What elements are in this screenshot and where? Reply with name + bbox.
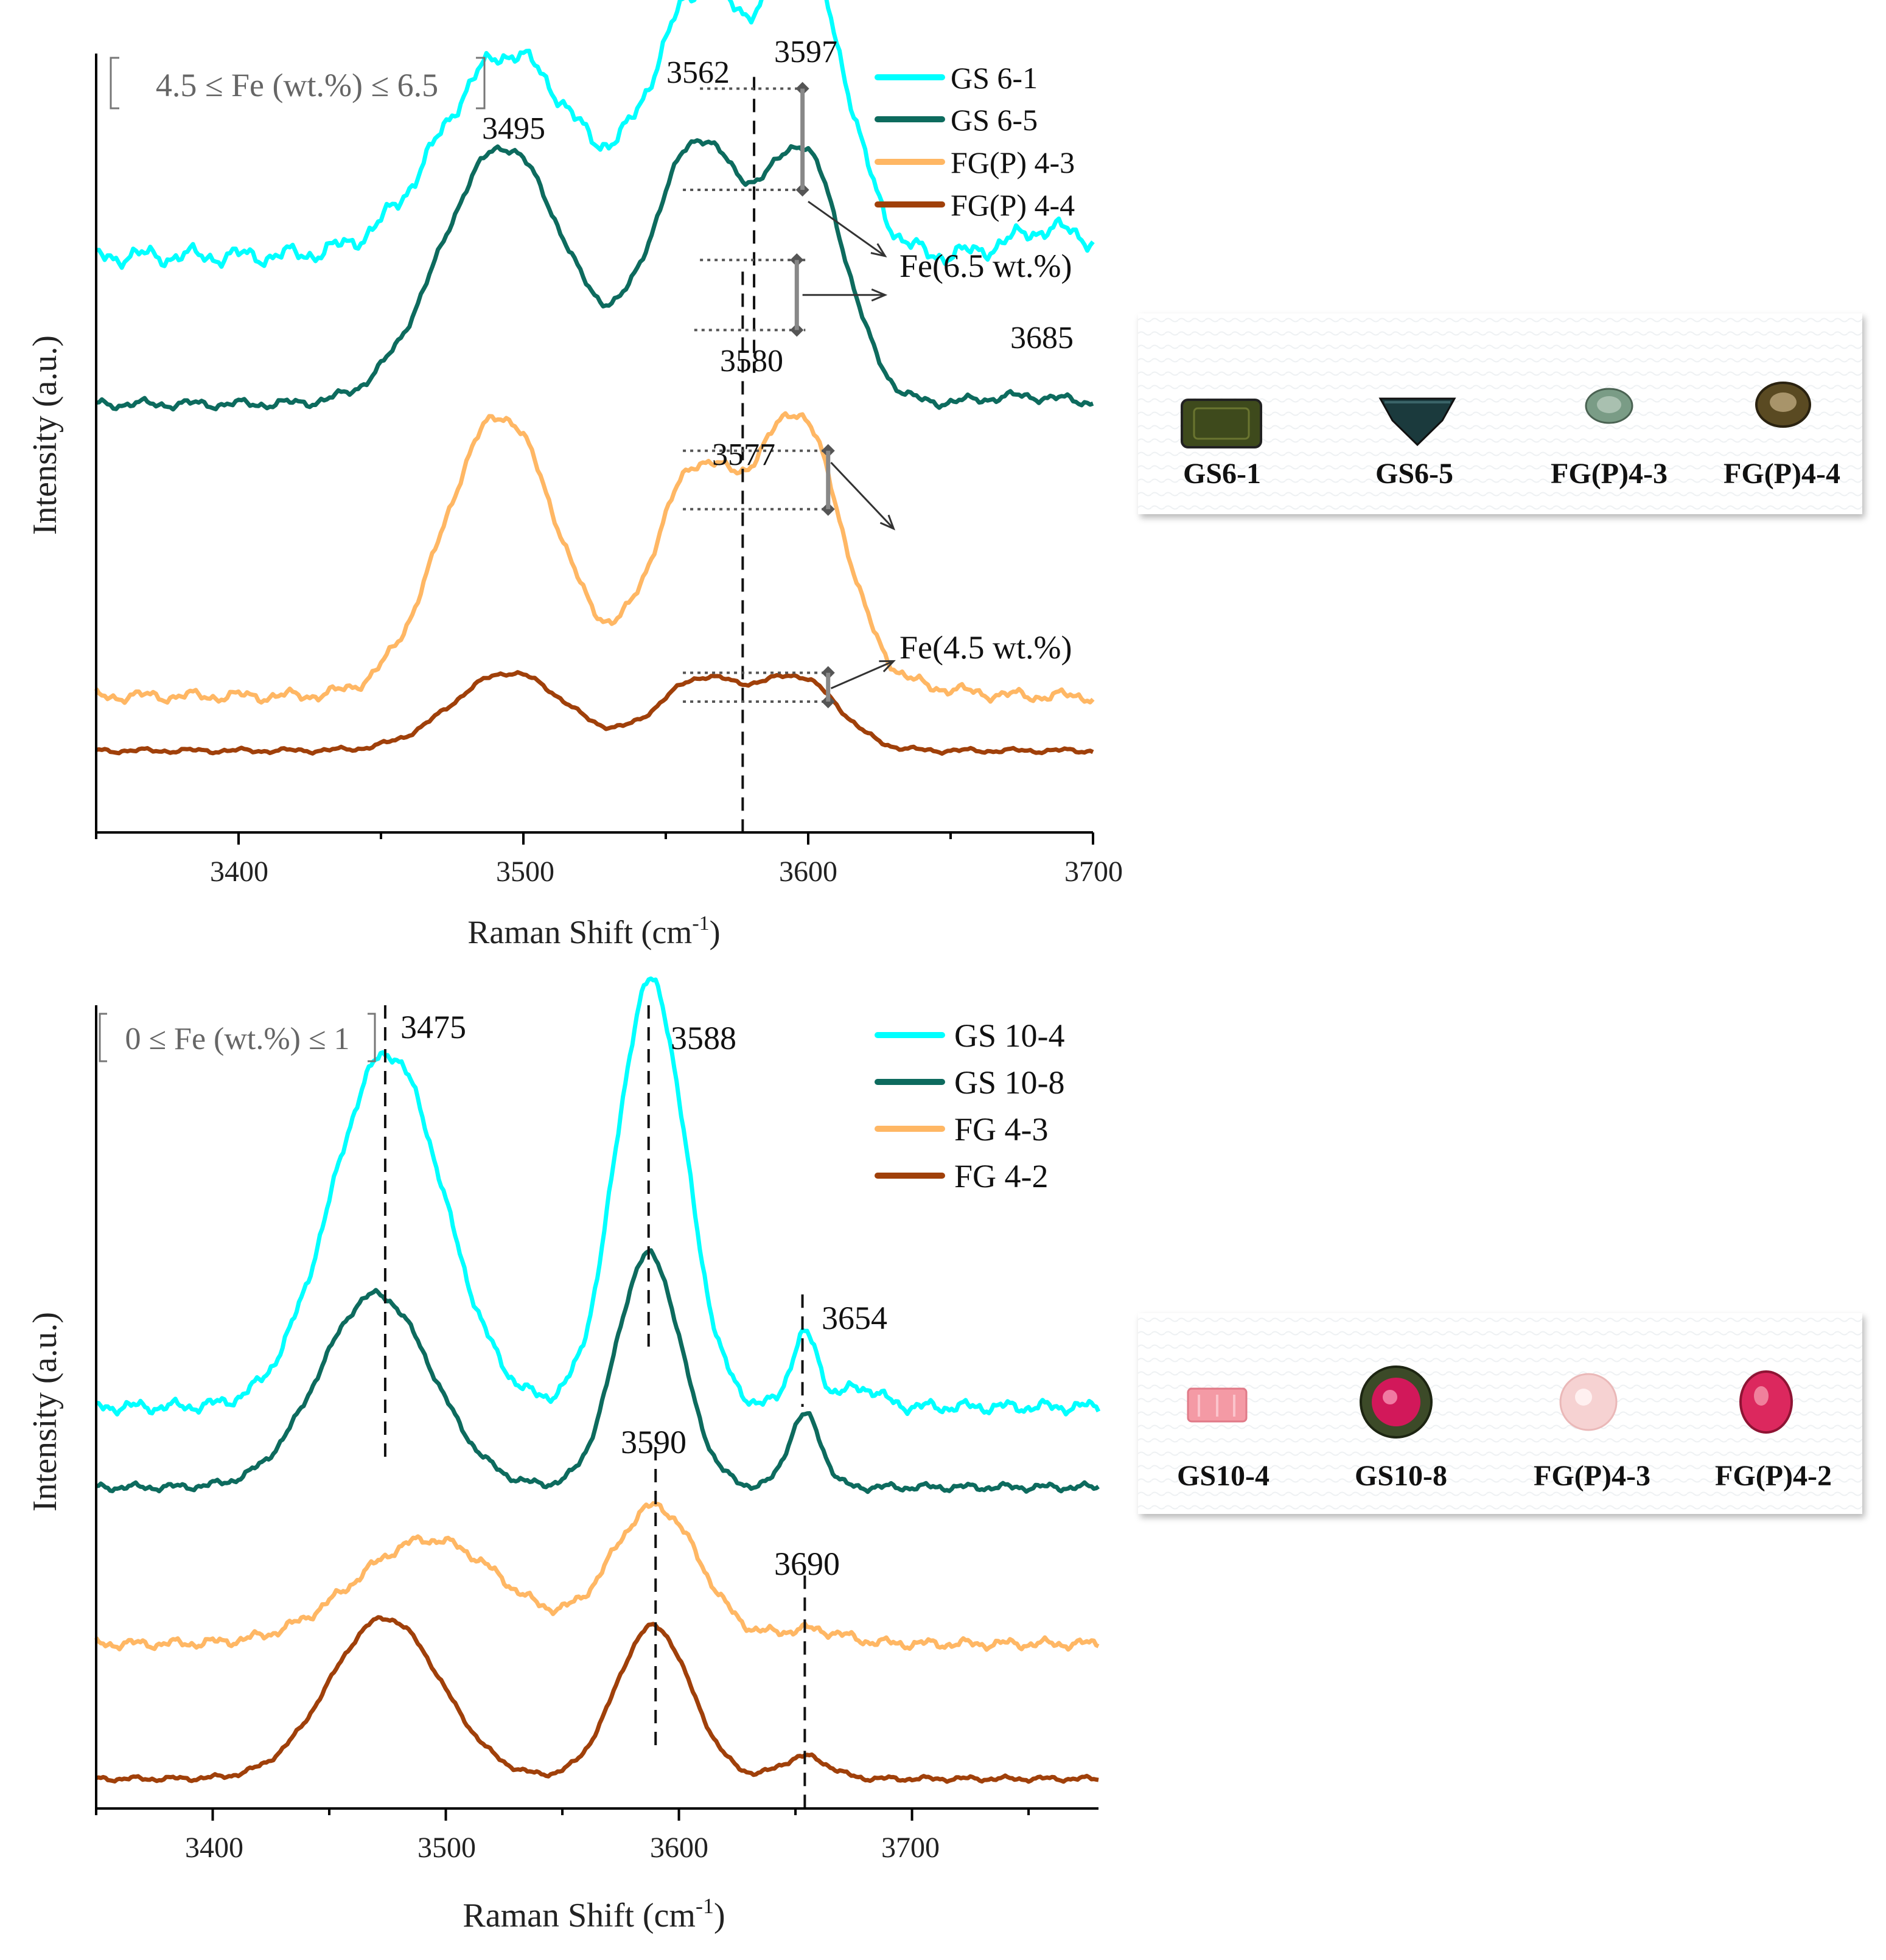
gem-fg-p-4-3-image xyxy=(1559,1373,1618,1431)
x-tick-marks xyxy=(95,832,1094,845)
x-tick-marks xyxy=(95,1808,1030,1821)
x-tick-label: 3600 xyxy=(650,1832,708,1864)
annotation-arrow xyxy=(830,461,895,529)
peak-label: 3654 xyxy=(822,1300,887,1336)
series-line xyxy=(94,411,1095,705)
peak-label: 3588 xyxy=(671,1020,736,1056)
legend-label: GS 6-1 xyxy=(951,61,1038,95)
series-line xyxy=(96,976,1101,1417)
series-line xyxy=(96,138,1094,412)
gem-photo-panel-bottom: GS10-4 GS10-8 FG(P)4-3 FG(P)4-2 xyxy=(1138,1313,1862,1514)
gem-gs10-4-image xyxy=(1187,1387,1248,1423)
marker-layer xyxy=(383,1005,806,1808)
gem-label: FG(P)4-4 xyxy=(1724,458,1840,490)
gem-photo-panel-top: GS6-1 GS6-5 FG(P)4-3 FG(P)4-4 xyxy=(1138,313,1862,514)
gem-gs10-8-image xyxy=(1360,1365,1433,1439)
range-label: 4.5 ≤ Fe (wt.%) ≤ 6.5 xyxy=(156,67,438,103)
annotation-arrow xyxy=(808,200,886,257)
marker-layer xyxy=(683,77,896,832)
x-tick-label: 3500 xyxy=(496,856,554,888)
series-line xyxy=(96,0,1095,270)
range-label: 0 ≤ Fe (wt.%) ≤ 1 xyxy=(125,1022,349,1056)
x-axis-label: Raman Shift (cm-1) xyxy=(463,1894,725,1934)
x-axis-label: Raman Shift (cm-1) xyxy=(467,912,720,950)
peak-label: 3580 xyxy=(720,344,783,378)
legend-label: FG(P) 4-4 xyxy=(951,188,1075,222)
annotation-arrowhead xyxy=(870,243,887,258)
gem-label: FG(P)4-2 xyxy=(1715,1460,1832,1492)
peak-label: 3475 xyxy=(400,1009,466,1045)
legend: GS 6-1 GS 6-5 FG(P) 4-3 FG(P) 4-4 xyxy=(875,61,1075,222)
peak-label: 3590 xyxy=(621,1424,686,1460)
y-axis-label: Intensity (a.u.) xyxy=(26,1312,64,1512)
peak-label: 3690 xyxy=(774,1546,840,1582)
gem-label: FG(P)4-3 xyxy=(1551,458,1668,490)
gem-fg-p-4-3-image xyxy=(1585,388,1633,424)
gem-fg-p-4-4-image xyxy=(1755,382,1811,428)
annotation-arrowhead xyxy=(879,660,896,672)
legend-label: FG(P) 4-3 xyxy=(951,145,1075,180)
raman-chart-fe-4-5-to-6-5: 3400 3500 3600 3700 Raman Shift (cm-1) I… xyxy=(26,0,1123,950)
annotation-arrowhead xyxy=(879,514,896,531)
gem-label: GS6-5 xyxy=(1375,458,1454,490)
x-tick-label: 3400 xyxy=(210,856,268,888)
peak-label: 3562 xyxy=(666,55,730,90)
x-tick-label: 3700 xyxy=(881,1832,940,1864)
legend: GS 10-4 GS 10-8 FG 4-3 FG 4-2 xyxy=(875,1017,1065,1194)
gem-label: GS10-4 xyxy=(1176,1460,1270,1492)
series-line xyxy=(94,1501,1100,1652)
peak-label: 3495 xyxy=(482,111,545,146)
gem-label: GS10-8 xyxy=(1354,1460,1448,1492)
series-line xyxy=(96,1615,1099,1784)
series-line xyxy=(96,1248,1100,1494)
fe-annotation: Fe(4.5 wt.%) xyxy=(899,629,1072,666)
gem-gs6-5-image xyxy=(1378,397,1456,447)
peak-label: 3685 xyxy=(1010,321,1074,355)
range-bracket xyxy=(110,57,486,110)
x-tick-label: 3700 xyxy=(1064,856,1123,888)
legend-label: GS 10-8 xyxy=(954,1064,1065,1101)
annotation-arrow xyxy=(830,660,894,689)
gem-photos xyxy=(1138,1313,1862,1514)
peak-label: 3597 xyxy=(774,35,837,69)
gem-photos xyxy=(1138,313,1862,514)
x-tick-label: 3400 xyxy=(185,1832,243,1864)
peak-label: 3577 xyxy=(712,438,775,472)
series-layer xyxy=(94,0,1095,756)
range-bracket xyxy=(99,1013,376,1062)
series-layer xyxy=(94,976,1101,1784)
x-tick-label: 3600 xyxy=(779,856,837,888)
raman-chart-fe-0-to-1: 3400 3500 3600 3700 Raman Shift (cm-1) I… xyxy=(26,976,1101,1934)
fe-annotation: Fe(6.5 wt.%) xyxy=(899,248,1072,284)
gem-label: FG(P)4-3 xyxy=(1534,1460,1650,1492)
legend-label: GS 10-4 xyxy=(954,1017,1065,1054)
gem-gs6-1-image xyxy=(1181,399,1262,448)
x-tick-label: 3500 xyxy=(417,1832,476,1864)
y-axis-label: Intensity (a.u.) xyxy=(26,335,64,535)
legend-label: FG 4-3 xyxy=(954,1111,1049,1148)
series-line xyxy=(96,670,1094,756)
gem-label: GS6-1 xyxy=(1182,458,1262,490)
annotation-arrowhead xyxy=(871,288,888,302)
gem-fg-p-4-2-image xyxy=(1739,1370,1793,1434)
legend-label: GS 6-5 xyxy=(951,103,1038,137)
legend-label: FG 4-2 xyxy=(954,1158,1049,1194)
